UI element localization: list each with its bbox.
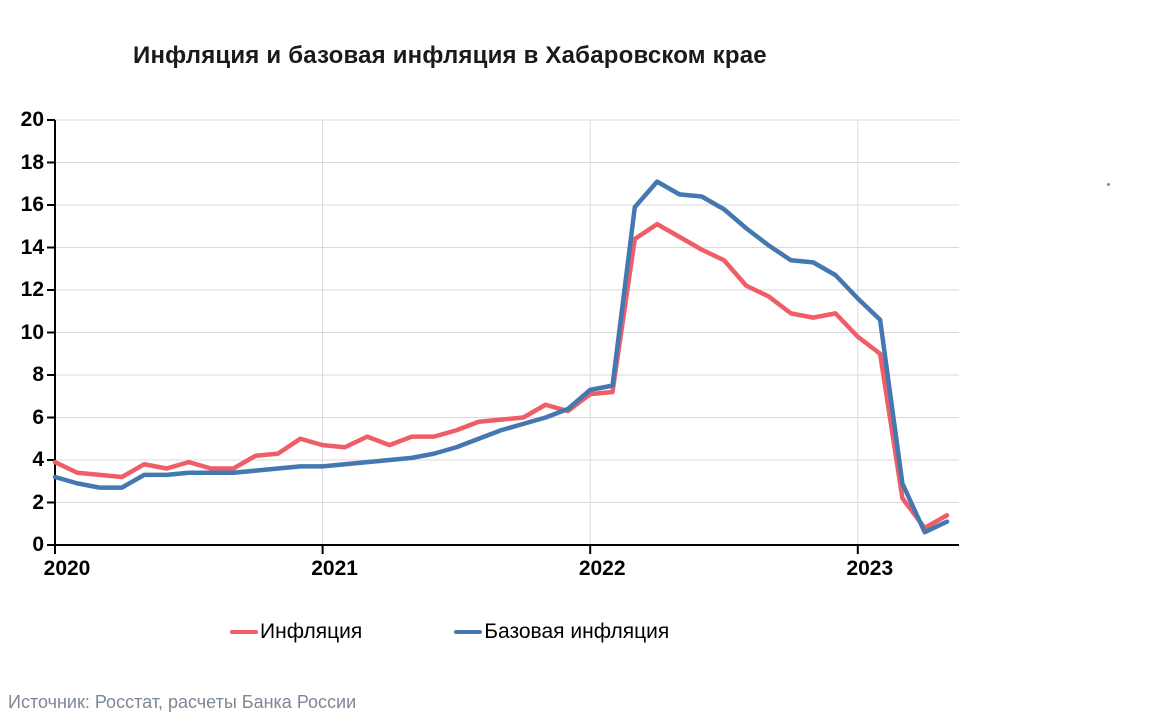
y-tick-label-8: 8: [32, 363, 44, 386]
y-tick-label-20: 20: [20, 108, 44, 131]
x-tick-label-2022: 2022: [578, 557, 626, 580]
legend-label-inflation: Инфляция: [260, 620, 363, 643]
core-inflation-line-swatch: [454, 630, 483, 634]
y-tick-label-18: 18: [20, 150, 44, 174]
source-note: Источник: Росстат, расчеты Банка России: [8, 692, 357, 712]
y-tick-label-10: 10: [20, 320, 44, 344]
y-tick-label-2: 2: [32, 490, 44, 514]
y-tick-label-14: 14: [20, 235, 44, 259]
series-line-core-inflation: [52, 179, 950, 535]
y-tick-label-12: 12: [20, 278, 44, 301]
y-tick-label-4: 4: [32, 448, 44, 471]
legend-item-core-inflation: Базовая инфляция: [454, 620, 669, 644]
y-tick-label-16: 16: [20, 193, 44, 216]
x-tick-label-2020: 2020: [43, 557, 91, 580]
legend-label-core-inflation: Базовая инфляция: [484, 620, 670, 643]
legend-item-inflation: Инфляция: [230, 620, 362, 644]
chart-title: Инфляция и базовая инфляция в Хабаровско…: [133, 42, 767, 69]
y-tick-label-6: 6: [32, 405, 44, 429]
series-line-inflation: [52, 221, 950, 531]
x-tick-label-2021: 2021: [311, 557, 358, 580]
chart-legend: Инфляция Базовая инфляция: [230, 620, 669, 644]
artifact-dot: [1107, 183, 1110, 186]
inflation-line-swatch: [230, 630, 258, 634]
y-tick-label-0: 0: [32, 533, 44, 556]
x-tick-label-2023: 2023: [846, 557, 894, 580]
